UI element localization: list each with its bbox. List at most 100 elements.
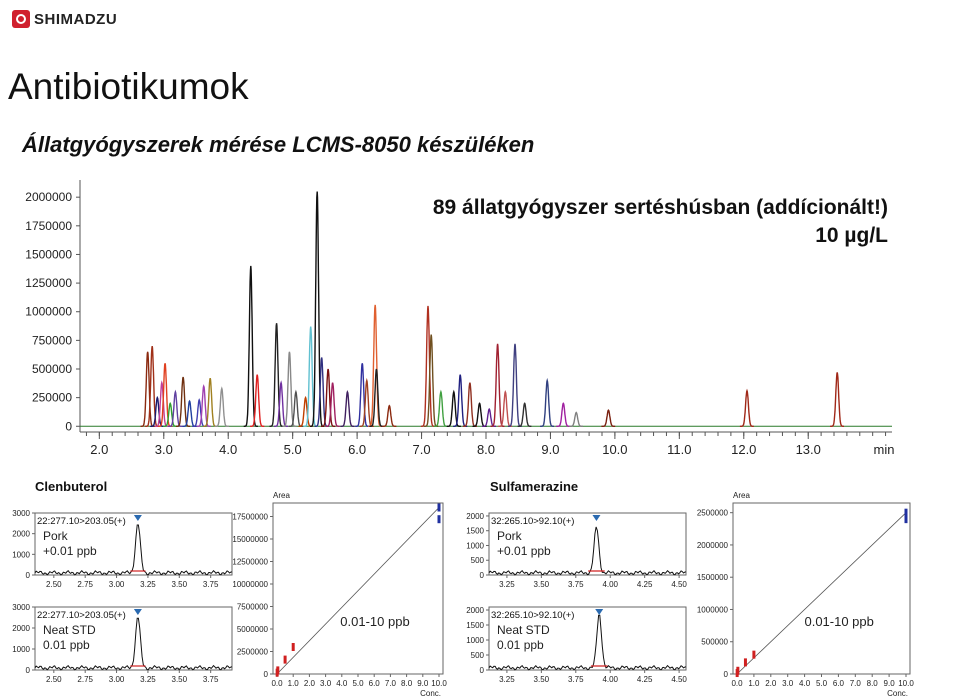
peak-marker-icon: [592, 515, 601, 521]
chromatogram-peak: [420, 305, 436, 427]
x-tick-label: 4.00: [602, 580, 618, 589]
level-label: +0.01 ppb: [43, 544, 97, 558]
chromatogram-peak: [168, 389, 183, 427]
y-tick-label: 500000: [32, 362, 72, 376]
y-tick-label: 1250000: [25, 276, 72, 290]
x-tick-label: 3.0: [155, 442, 173, 457]
calibration-point: [743, 658, 747, 667]
x-tick-label: 3.50: [172, 675, 188, 684]
shimadzu-logo-icon: [12, 10, 30, 28]
x-tick-label: 4.0: [219, 442, 237, 457]
chromatogram-peak: [196, 384, 211, 427]
x-tick-label: 4.50: [671, 580, 687, 589]
chromatogram-peak: [214, 386, 229, 427]
y-tick-label: 10000000: [232, 580, 268, 589]
x-tick-label: 12.0: [731, 442, 756, 457]
y-tick-label: 5000000: [237, 625, 269, 634]
x-tick-label: 8.0: [477, 442, 495, 457]
chromatogram-peak: [192, 398, 207, 427]
x-tick-label: 3.50: [534, 675, 550, 684]
y-tick-label: 0: [26, 571, 31, 580]
bottom-panels: Clenbuterol Sulfamerazine 0 1000 2000 3000 2.5…: [12, 479, 914, 697]
y-tick-label: 0: [480, 666, 485, 675]
sample-label: Pork: [43, 529, 69, 543]
y-tick-label: 15000000: [232, 535, 268, 544]
x-tick-label: 3.0: [320, 679, 332, 688]
calibration-point: [736, 666, 740, 675]
x-tick-label: 2.0: [765, 679, 777, 688]
x-tick-label: 3.00: [109, 675, 125, 684]
y-tick-label: 2000: [12, 624, 30, 633]
x-tick-label: 4.0: [336, 679, 348, 688]
x-tick-label: 10.0: [431, 679, 447, 688]
panel-title-clenbuterol: Clenbuterol: [35, 479, 107, 494]
chromatogram-peak: [490, 343, 505, 427]
y-tick-label: 1500: [466, 527, 484, 536]
calibration-x-label: Conc.: [420, 689, 441, 697]
x-tick-label: 11.0: [667, 442, 691, 457]
calibration-point: [437, 503, 441, 512]
chromatogram-peak: [569, 411, 583, 427]
chromatogram-peak: [601, 409, 616, 427]
x-tick-label: 5.0: [352, 679, 364, 688]
x-tick-label: 8.0: [401, 679, 413, 688]
x-tick-label: 3.75: [568, 675, 584, 684]
x-tick-label: 0.0: [271, 679, 283, 688]
x-tick-label: 6.0: [833, 679, 845, 688]
x-tick-label: 2.50: [46, 675, 62, 684]
y-tick-label: 2000: [12, 530, 30, 539]
chromatogram-peak: [269, 323, 284, 427]
page-title: Antibiotikumok: [8, 66, 249, 107]
y-tick-label: 1000: [12, 645, 30, 654]
sample-label: Pork: [497, 529, 523, 543]
y-tick-label: 1500000: [697, 573, 729, 582]
y-tick-label: 7500000: [237, 603, 269, 612]
chromatogram-peak: [298, 395, 313, 427]
chromatogram-peak: [382, 404, 397, 427]
y-tick-label: 2000000: [697, 541, 729, 550]
x-tick-label: 3.75: [203, 675, 219, 684]
y-tick-label: 1500: [466, 621, 484, 630]
brand-name: SHIMADZU: [34, 10, 118, 28]
calibration-point: [904, 515, 908, 524]
calibration-point: [283, 655, 287, 664]
chromatogram-peak: [540, 377, 554, 427]
mrm-transition-label: 32:265.10>92.10(+): [491, 516, 574, 527]
calibration-y-label: Area: [733, 491, 750, 500]
chromatogram-peak: [369, 368, 384, 427]
calibration-point: [752, 650, 756, 659]
calibration-point: [276, 666, 280, 675]
x-tick-label: 3.25: [499, 675, 515, 684]
x-tick-label: 3.50: [172, 580, 188, 589]
chromatogram-peak: [433, 389, 448, 427]
x-tick-label: 2.75: [77, 675, 93, 684]
x-tick-label: 4.0: [799, 679, 811, 688]
y-tick-label: 2000: [466, 512, 484, 521]
chromatogram-peak: [462, 382, 477, 427]
x-tick-label: 8.0: [867, 679, 879, 688]
x-tick-label: 4.25: [637, 675, 653, 684]
x-tick-label: 3.25: [499, 580, 515, 589]
y-tick-label: 0: [65, 419, 72, 433]
chromatogram-peak: [355, 363, 370, 427]
x-tick-label: 9.0: [417, 679, 429, 688]
y-tick-label: 0: [264, 670, 269, 679]
y-tick-label: 0: [26, 666, 31, 675]
x-tick-label: 7.0: [385, 679, 397, 688]
x-tick-label: 7.0: [850, 679, 862, 688]
peak-marker-icon: [133, 515, 142, 521]
x-tick-label: 1.0: [748, 679, 760, 688]
y-tick-label: 1750000: [25, 219, 72, 233]
y-tick-label: 500: [471, 556, 485, 565]
x-tick-label: 10.0: [602, 442, 627, 457]
y-tick-label: 750000: [32, 333, 72, 347]
chart-annotation-concentration: 10 µg/L: [815, 224, 888, 247]
y-tick-label: 500000: [701, 638, 728, 647]
x-tick-label: 1.0: [288, 679, 300, 688]
chromatogram-peak: [340, 389, 355, 427]
sample-label: Neat STD: [43, 623, 96, 637]
chromatogram-trace: [488, 614, 687, 671]
calibration-point: [904, 508, 908, 517]
y-tick-label: 12500000: [232, 558, 268, 567]
x-tick-label: 2.0: [304, 679, 316, 688]
